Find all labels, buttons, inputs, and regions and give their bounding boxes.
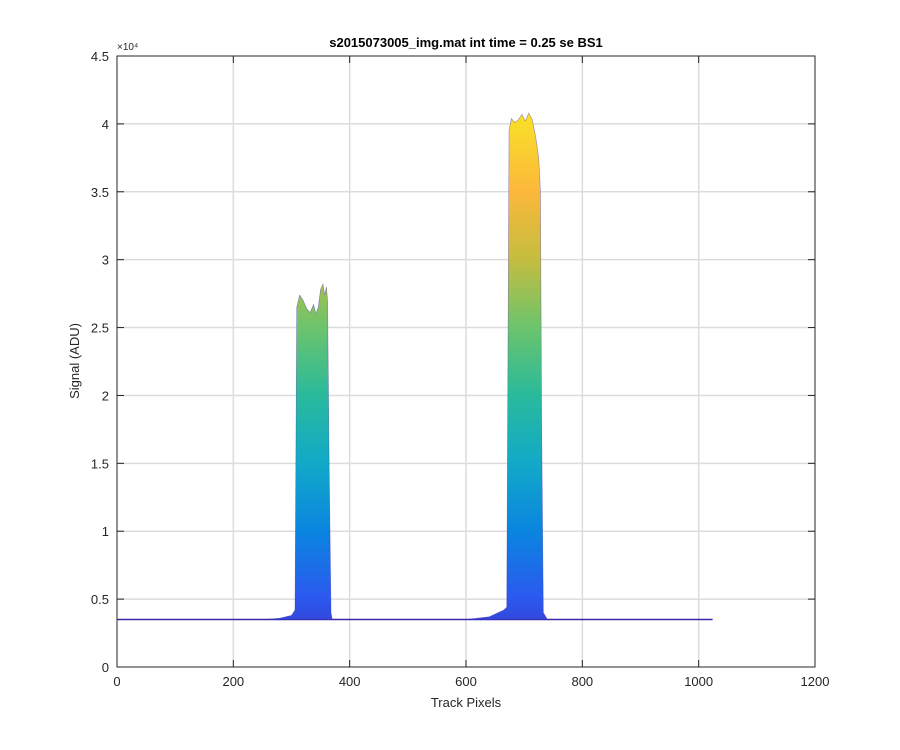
chart-title: s2015073005_img.mat int time = 0.25 se B…	[329, 35, 603, 50]
y-tick-label: 0.5	[91, 592, 109, 607]
x-tick-label: 1200	[801, 674, 830, 689]
peak-area-2	[465, 112, 548, 620]
y-axis-label: Signal (ADU)	[67, 323, 82, 399]
y-tick-label: 0	[102, 660, 109, 675]
data-layer	[117, 112, 713, 621]
x-tick-label: 200	[222, 674, 244, 689]
x-tick-label: 0	[113, 674, 120, 689]
x-tick-label: 1000	[684, 674, 713, 689]
y-tick-label: 3	[102, 253, 109, 268]
grid-lines	[117, 56, 815, 667]
y-tick-label: 4	[102, 117, 109, 132]
x-axis-label: Track Pixels	[431, 695, 502, 710]
x-tick-label: 400	[339, 674, 361, 689]
y-tick-label: 3.5	[91, 185, 109, 200]
tick-labels: 0 200 400 600 800 1000 1200 0 0.5 1 1.5 2 2.5 3 3.5 4 4.…	[91, 49, 830, 689]
y-tick-label: 2	[102, 388, 109, 403]
y-tick-label: 4.5	[91, 49, 109, 64]
y-tick-label: 1.5	[91, 456, 109, 471]
y-tick-label: 1	[102, 524, 109, 539]
x-tick-label: 600	[455, 674, 477, 689]
axes	[116, 55, 816, 668]
peak-area-1	[265, 283, 333, 620]
x-tick-label: 800	[571, 674, 593, 689]
y-tick-label: 2.5	[91, 321, 109, 336]
y-exponent-label: ×10⁴	[117, 42, 138, 53]
